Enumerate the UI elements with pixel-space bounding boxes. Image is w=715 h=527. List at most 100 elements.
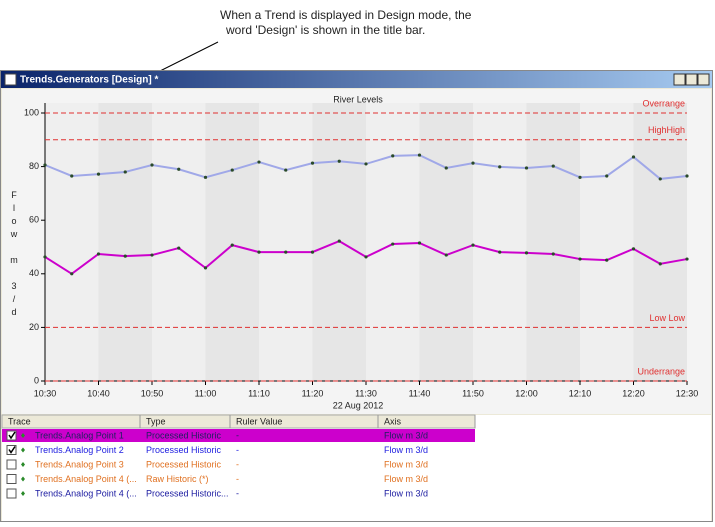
cell: Trends.Analog Point 1 <box>35 430 124 440</box>
cell: Flow m 3/d <box>384 474 428 484</box>
point <box>391 242 395 246</box>
y-tick-label: 60 <box>29 215 39 225</box>
point <box>70 174 74 178</box>
y-tick-label: 100 <box>24 107 39 117</box>
cell: Raw Historic (*) <box>146 474 209 484</box>
y-tick-label: 0 <box>34 375 39 385</box>
x-tick-label: 11:20 <box>302 388 324 398</box>
cell: - <box>236 430 239 440</box>
point <box>177 167 181 171</box>
limit-label: Underrange <box>637 366 685 376</box>
cell: Flow m 3/d <box>384 445 428 455</box>
x-tick-label: 11:10 <box>248 388 270 398</box>
point <box>471 161 475 165</box>
point <box>471 243 475 247</box>
point <box>43 255 47 259</box>
point <box>257 160 261 164</box>
checkbox[interactable] <box>6 459 17 470</box>
checkbox[interactable] <box>6 445 17 455</box>
point <box>658 262 662 266</box>
limit-label: Low Low <box>649 313 685 323</box>
trace-icon <box>21 462 25 467</box>
point <box>524 251 529 255</box>
point <box>364 162 368 166</box>
point <box>150 253 154 257</box>
x-tick-label: 11:50 <box>462 388 484 398</box>
point <box>524 166 529 170</box>
y-axis-label: Flow m 3/d <box>9 190 19 320</box>
plot-band <box>580 103 634 381</box>
cell: - <box>236 474 239 484</box>
y-tick-label: 20 <box>29 322 39 332</box>
x-tick-label: 10:50 <box>141 388 164 398</box>
title-bar <box>1 71 712 88</box>
limit-label: Overrange <box>642 98 685 108</box>
plot-band <box>419 103 473 381</box>
point <box>578 175 582 179</box>
point <box>391 154 395 158</box>
x-tick-label: 11:00 <box>195 388 217 398</box>
x-tick-label: 10:30 <box>34 388 57 398</box>
annotation: word 'Design' is shown in the title bar. <box>225 23 425 37</box>
point <box>605 174 609 178</box>
limit-label: HighHigh <box>648 125 685 135</box>
point <box>605 258 609 262</box>
x-axis-label: 22 Aug 2012 <box>333 400 384 410</box>
x-tick-label: 12:20 <box>622 388 645 398</box>
check-mark <box>8 446 16 454</box>
x-tick-label: 10:40 <box>87 388 110 398</box>
cell: Trends.Analog Point 4 (... <box>35 474 137 484</box>
point <box>96 172 101 176</box>
checkbox[interactable] <box>6 474 17 484</box>
minimize[interactable] <box>673 73 686 86</box>
cell: - <box>236 488 239 498</box>
trace-icon <box>21 433 25 438</box>
trace-icon <box>21 476 25 482</box>
x-tick-label: 12:30 <box>676 388 699 398</box>
cell: Processed Historic <box>146 459 222 469</box>
plot-band <box>45 103 99 381</box>
point <box>150 163 154 167</box>
point <box>203 266 208 270</box>
point <box>43 163 47 167</box>
point <box>578 257 582 261</box>
column-header: Axis <box>384 416 402 426</box>
point <box>658 177 662 181</box>
cell: Processed Historic <box>146 445 222 455</box>
maximize[interactable] <box>685 73 698 86</box>
plot-band <box>205 103 259 381</box>
cell: Trends.Analog Point 4 (... <box>35 488 137 498</box>
point <box>177 246 181 250</box>
checkbox[interactable] <box>6 430 17 441</box>
x-tick-label: 12:00 <box>515 388 538 398</box>
point <box>498 250 502 254</box>
point <box>337 239 341 243</box>
cell: Flow m 3/d <box>384 430 428 440</box>
column-header: Ruler Value <box>236 416 282 426</box>
annotation: When a Trend is displayed in Design mode… <box>220 8 472 22</box>
point <box>96 252 101 256</box>
cell: Processed Historic... <box>146 488 229 498</box>
point <box>551 252 555 256</box>
point <box>284 168 288 172</box>
plot-band <box>526 103 580 381</box>
point <box>337 159 341 163</box>
cell: Flow m 3/d <box>384 488 428 498</box>
checkbox[interactable] <box>6 488 17 499</box>
point <box>551 164 555 168</box>
cell: Trends.Analog Point 3 <box>35 459 124 469</box>
trace-icon <box>21 447 25 453</box>
point <box>230 243 234 247</box>
selected-row <box>2 429 475 442</box>
point <box>70 272 74 276</box>
window-buttons[interactable] <box>673 73 710 86</box>
point <box>685 257 689 261</box>
chart-title: River Levels <box>333 94 383 104</box>
point <box>685 174 689 178</box>
close[interactable] <box>697 73 710 86</box>
plot-band <box>259 103 313 381</box>
point <box>417 241 422 245</box>
point <box>257 250 261 254</box>
